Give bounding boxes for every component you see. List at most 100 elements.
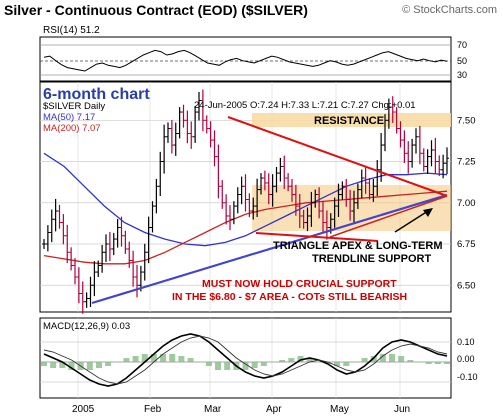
price-bar — [57, 204, 62, 229]
price-bar — [204, 115, 209, 134]
macd-histogram-bar — [59, 362, 66, 368]
price-bar — [441, 154, 446, 179]
price-bar — [69, 247, 74, 271]
price-bar — [290, 178, 294, 202]
x-tick-label: Jun — [394, 404, 410, 415]
price-bar — [398, 121, 403, 148]
price-bar — [100, 244, 105, 273]
price-bar — [445, 147, 449, 175]
price-bar — [189, 121, 194, 149]
stockcharts-watermark[interactable]: © StockCharts.com — [402, 4, 497, 16]
price-bar — [243, 174, 248, 212]
callout-arrow-head — [423, 208, 433, 217]
triangle-lower-line — [255, 232, 379, 242]
price-bars-layer — [42, 89, 449, 314]
price-bar — [375, 160, 380, 196]
macd-histogram-bar — [425, 362, 432, 364]
support-annotation-line2: IN THE $6.80 - $7 AREA - COTs STILL BEAR… — [172, 291, 407, 303]
macd-histogram-bar — [95, 362, 102, 368]
macd-histogram-bar — [389, 354, 396, 362]
macd-histogram-bar — [41, 362, 47, 366]
price-bar — [425, 149, 430, 174]
price-bar — [251, 197, 256, 220]
price-bar — [301, 209, 306, 229]
macd-histogram-bar — [416, 362, 423, 363]
price-bar — [293, 184, 298, 216]
price-bar — [127, 241, 132, 268]
macd-histogram-bar — [242, 362, 249, 370]
macd-histogram-bar — [260, 362, 267, 366]
price-bar — [386, 98, 391, 129]
macd-histogram-bar — [352, 362, 359, 363]
price-bar — [348, 189, 353, 221]
price-bar — [104, 234, 108, 262]
macd-histogram-bar — [123, 358, 130, 362]
chart-title: Silver - Continuous Contract (EOD) ($SIL… — [4, 2, 308, 18]
x-tick-label: Mar — [204, 404, 222, 415]
rsi-tick-30: 30 — [457, 70, 467, 80]
macd-line — [43, 333, 448, 387]
price-bar — [417, 125, 422, 165]
price-bar — [96, 260, 101, 278]
price-bar — [231, 201, 236, 225]
price-bar — [286, 173, 291, 192]
rsi-tick-50: 50 — [457, 56, 467, 66]
macd-tick-pos: 0.10 — [457, 337, 475, 347]
macd-histogram-bar — [215, 362, 222, 370]
price-bar — [154, 178, 159, 214]
price-bar — [429, 140, 434, 167]
macd-histogram-bar — [160, 354, 167, 362]
macd-histogram-bar — [297, 356, 304, 362]
price-bar — [92, 261, 97, 297]
macd-histogram-bar — [141, 354, 148, 362]
macd-histogram-bar — [132, 356, 139, 362]
y-tick-label: 6.75 — [457, 239, 476, 250]
macd-histogram-bar — [288, 358, 295, 362]
price-bar — [119, 216, 124, 247]
price-bar — [146, 216, 151, 264]
price-bar — [158, 151, 163, 196]
price-bar — [107, 231, 112, 262]
price-bar — [247, 193, 252, 218]
long-term-trendline — [91, 193, 448, 305]
macd-histogram-bar — [150, 354, 157, 362]
ohlc-header: 24-Jun-2005 O:7.24 H:7.33 L:7.21 C:7.27 … — [194, 100, 416, 111]
price-bar — [336, 183, 341, 217]
price-bar — [169, 120, 174, 154]
price-bar — [274, 166, 279, 193]
price-bar — [76, 267, 81, 304]
price-bar — [208, 121, 213, 148]
price-bar — [352, 190, 356, 224]
price-bar — [111, 232, 116, 256]
price-bar — [212, 130, 217, 167]
macd-histogram-bar — [306, 358, 313, 362]
price-bar — [150, 201, 155, 233]
price-bar — [278, 157, 283, 182]
price-bar — [266, 173, 271, 205]
price-bar — [390, 96, 395, 123]
price-bar — [197, 91, 201, 121]
macd-histogram-bar — [251, 362, 258, 368]
price-bar — [255, 178, 260, 217]
price-bar — [61, 214, 66, 245]
price-bar — [402, 130, 407, 163]
price-bar — [216, 144, 221, 199]
price-bar — [406, 141, 411, 174]
price-bar — [433, 137, 438, 174]
moving-average-layer — [43, 152, 448, 265]
price-bar — [235, 187, 240, 214]
macd-tick-zero: 0.00 — [457, 354, 475, 364]
macd-histogram-bar — [205, 362, 212, 366]
price-bar — [379, 132, 384, 182]
macd-histogram-bar — [324, 362, 331, 364]
price-bar — [73, 258, 77, 285]
macd-histogram-bar — [361, 358, 368, 362]
callout-arrow-shaft — [394, 210, 429, 233]
legend-ma200: MA(200) 7.07 — [43, 123, 101, 134]
x-tick-label: Feb — [144, 404, 162, 415]
price-bar — [228, 205, 232, 231]
price-bar — [394, 107, 399, 134]
price-bar — [367, 178, 372, 200]
price-bar — [259, 173, 263, 195]
price-bar — [414, 128, 418, 154]
